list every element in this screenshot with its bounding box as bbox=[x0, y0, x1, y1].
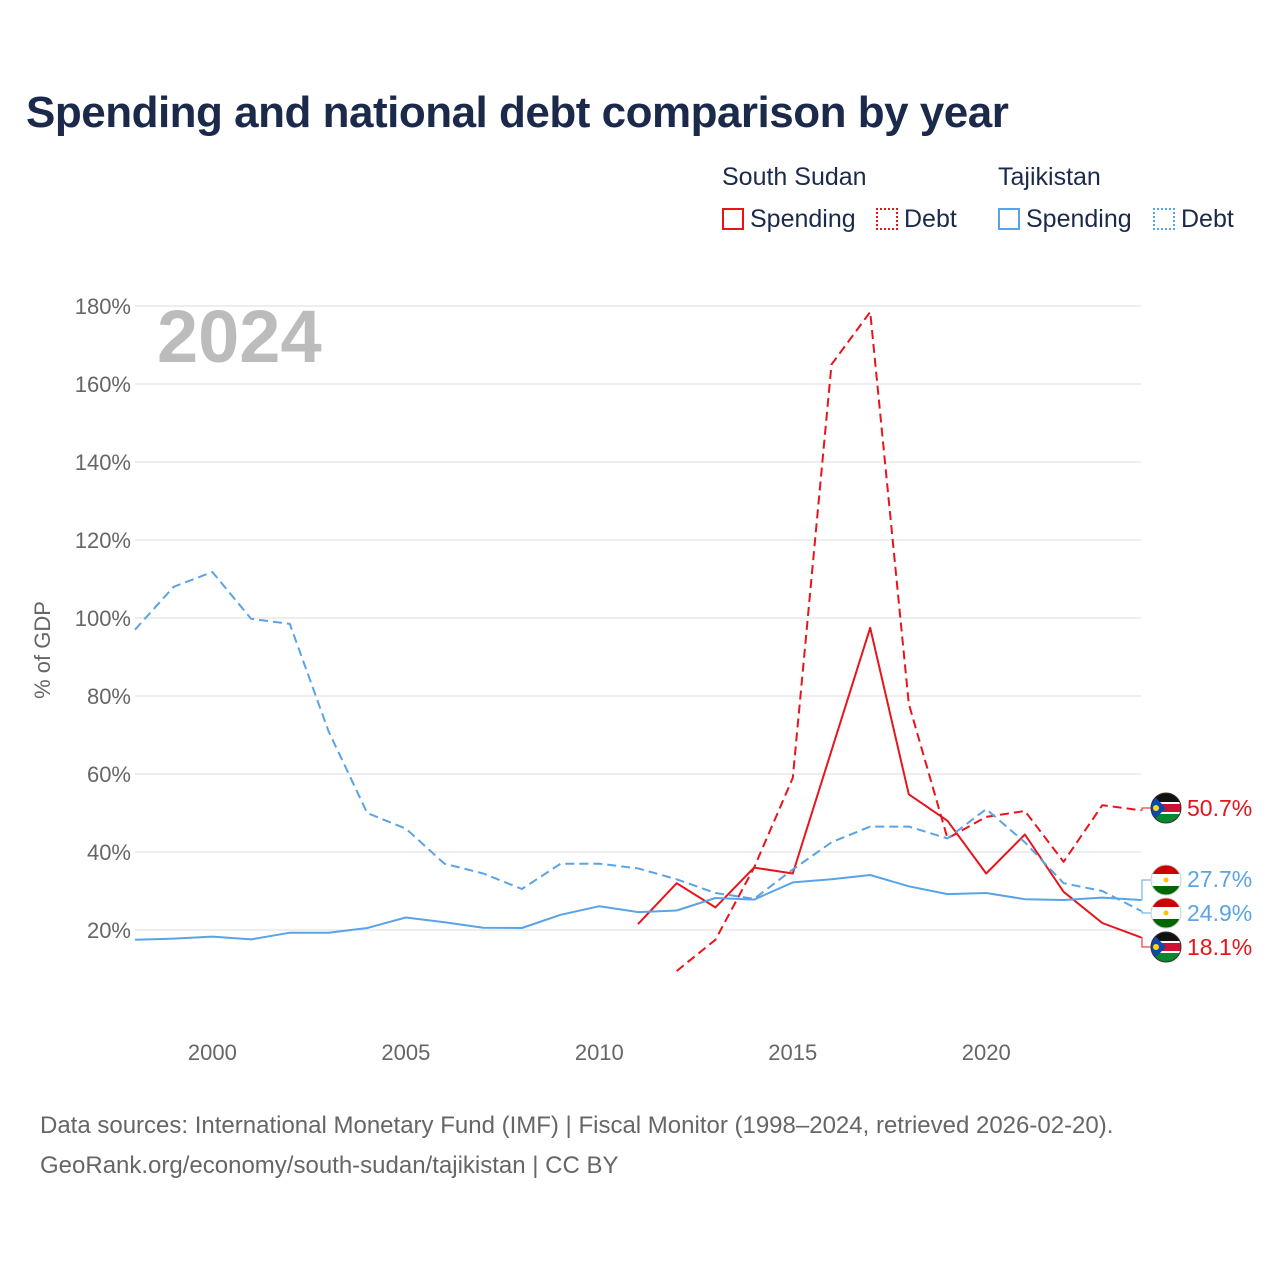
chart-title: Spending and national debt comparison by… bbox=[26, 88, 1009, 137]
legend-label: Debt bbox=[1181, 204, 1234, 233]
y-tick-label: 80% bbox=[87, 684, 131, 709]
data-source-note: Data sources: International Monetary Fun… bbox=[40, 1112, 1114, 1139]
y-axis-label: % of GDP bbox=[30, 601, 55, 699]
axes: 20% 40% 60% 80% 100% 120% 140% 160% 180% 2000 2005… bbox=[75, 294, 1011, 1065]
end-label-connector bbox=[1141, 910, 1151, 914]
end-label-connectors bbox=[1141, 807, 1151, 948]
y-tick-label: 180% bbox=[75, 294, 131, 319]
y-tick-label: 160% bbox=[75, 372, 131, 397]
end-label-connector bbox=[1141, 807, 1151, 811]
end-label-connector bbox=[1141, 879, 1151, 901]
legend-swatch-solid-blue bbox=[998, 208, 1020, 230]
flag-border bbox=[1150, 897, 1182, 929]
y-tick-label: 60% bbox=[87, 762, 131, 787]
legend-item-south-sudan-spending[interactable]: Spending bbox=[722, 204, 856, 234]
y-tick-label: 140% bbox=[75, 450, 131, 475]
series bbox=[134, 310, 1142, 972]
line-chart: 20% 40% 60% 80% 100% 120% 140% 160% 180% 2000 2005… bbox=[30, 294, 1252, 1065]
end-label-connector bbox=[1141, 936, 1151, 948]
series-line-tajikistan-spending[interactable] bbox=[134, 874, 1142, 941]
legend-item-south-sudan-debt[interactable]: Debt bbox=[876, 204, 957, 234]
x-tick-label: 2010 bbox=[575, 1040, 624, 1065]
legend-label: Spending bbox=[1026, 204, 1132, 233]
legend-swatch-solid-red bbox=[722, 208, 744, 230]
y-tick-label: 100% bbox=[75, 606, 131, 631]
series-line-south-sudan-debt[interactable] bbox=[676, 310, 1142, 972]
y-tick-label: 120% bbox=[75, 528, 131, 553]
legend-group-tajikistan: Tajikistan bbox=[998, 163, 1101, 191]
y-tick-label: 20% bbox=[87, 918, 131, 943]
legend-item-tajikistan-spending[interactable]: Spending bbox=[998, 204, 1132, 234]
end-label-tajikistan-spending: 27.7% bbox=[1187, 866, 1252, 892]
series-line-south-sudan-spending[interactable] bbox=[637, 626, 1142, 939]
year-watermark: 2024 bbox=[157, 295, 322, 378]
x-tick-label: 2005 bbox=[381, 1040, 430, 1065]
footer: Data sources: International Monetary Fun… bbox=[40, 1106, 1113, 1186]
legend-label: Spending bbox=[750, 204, 856, 233]
tajikistan-flag-icon bbox=[1151, 865, 1181, 895]
end-label-south-sudan-debt: 50.7% bbox=[1187, 795, 1252, 821]
end-label-south-sudan-spending: 18.1% bbox=[1187, 934, 1252, 960]
grid bbox=[135, 305, 1141, 931]
source-url[interactable]: GeoRank.org/economy/south-sudan/tajikist… bbox=[40, 1152, 619, 1179]
flag-border bbox=[1150, 864, 1182, 896]
south-sudan-flag-icon bbox=[1151, 793, 1181, 823]
y-tick-label: 40% bbox=[87, 840, 131, 865]
legend-item-tajikistan-debt[interactable]: Debt bbox=[1153, 204, 1234, 234]
legend-swatch-dotted-blue bbox=[1153, 208, 1175, 230]
x-tick-label: 2000 bbox=[188, 1040, 237, 1065]
x-tick-label: 2020 bbox=[962, 1040, 1011, 1065]
series-line-tajikistan-debt[interactable] bbox=[134, 571, 1142, 912]
end-label-tajikistan-debt: 24.9% bbox=[1187, 900, 1252, 926]
legend-label: Debt bbox=[904, 204, 957, 233]
legend-swatch-dotted-red bbox=[876, 208, 898, 230]
x-tick-label: 2015 bbox=[768, 1040, 817, 1065]
legend-group-south-sudan: South Sudan bbox=[722, 163, 867, 191]
flag-border bbox=[1150, 931, 1182, 963]
south-sudan-flag-icon bbox=[1151, 932, 1181, 962]
tajikistan-flag-icon bbox=[1151, 898, 1181, 928]
flag-border bbox=[1150, 792, 1182, 824]
